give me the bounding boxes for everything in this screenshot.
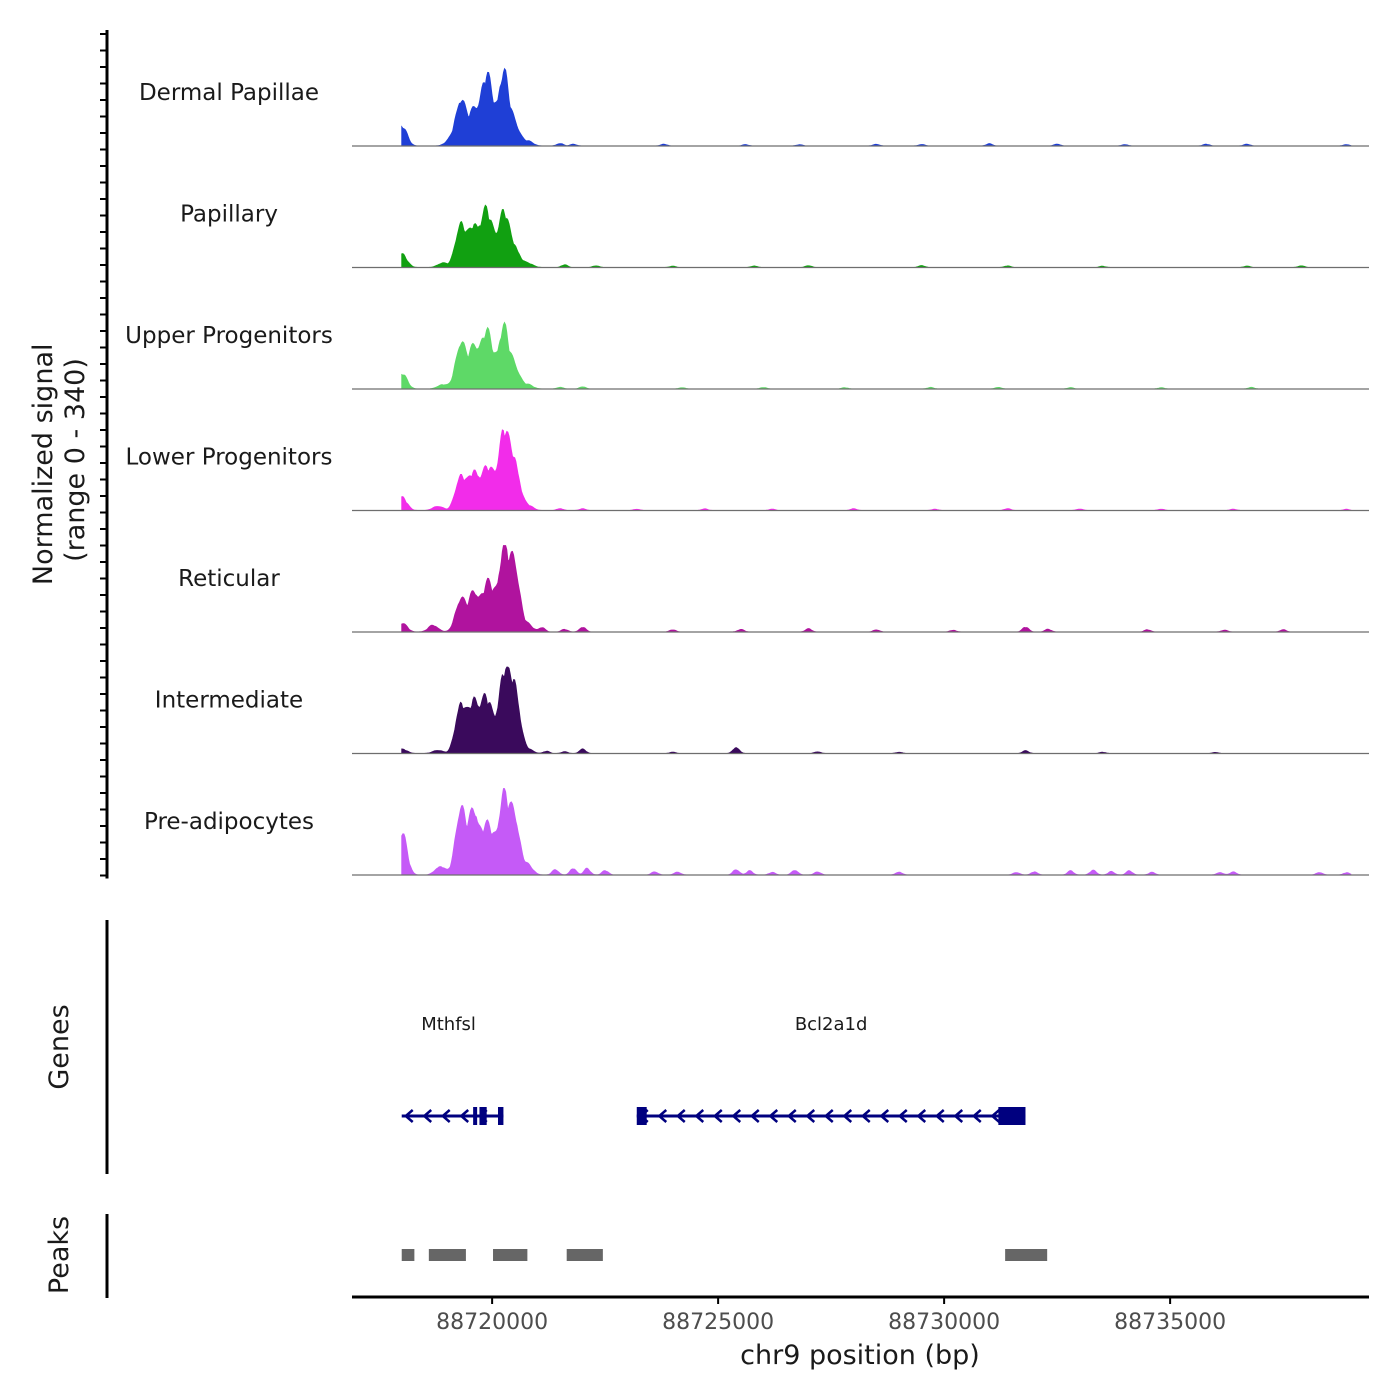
strand-arrow	[805, 1109, 816, 1123]
peak-region	[401, 1249, 415, 1261]
peak-region	[566, 1249, 603, 1261]
track-label: Papillary	[180, 202, 278, 228]
coverage-tracks: Dermal Papillae Papillary Upper Progenitor…	[100, 30, 1369, 879]
strand-arrow	[422, 1109, 433, 1123]
x-axis: 88720000 88725000 88730000 88735000 chr9 po…	[352, 1295, 1369, 1371]
strand-arrow	[971, 1109, 982, 1123]
strand-arrow	[712, 1109, 723, 1123]
strand-arrow	[897, 1109, 908, 1123]
track-label: Upper Progenitors	[125, 323, 333, 349]
gene-exon	[497, 1107, 504, 1125]
coverage-track: Upper Progenitors	[125, 321, 1369, 390]
gene-exon	[473, 1107, 478, 1125]
strand-arrow	[694, 1109, 705, 1123]
strand-arrow	[842, 1109, 853, 1123]
gene-model: Mthfsl	[401, 1014, 504, 1125]
coverage-area	[401, 429, 1352, 511]
coverage-area	[401, 321, 1351, 390]
coverage-track: Reticular	[178, 545, 1369, 633]
track-label: Intermediate	[155, 688, 303, 714]
gene-model: Bcl2a1d	[636, 1014, 1026, 1125]
coverage-track: Dermal Papillae	[139, 67, 1369, 147]
track-label: Reticular	[178, 566, 280, 592]
coverage-track: Pre-adipocytes	[144, 788, 1369, 876]
coverage-area	[401, 67, 1352, 147]
strand-arrow	[403, 1109, 414, 1123]
strand-arrow	[459, 1109, 470, 1123]
coverage-area	[401, 666, 1351, 754]
peak-region	[1005, 1249, 1048, 1261]
gene-exon	[636, 1107, 647, 1125]
peaks-track-label: Peaks	[44, 1216, 75, 1294]
genes-track-label: Genes	[44, 1004, 75, 1089]
track-label: Lower Progenitors	[126, 445, 333, 471]
x-tick-label: 88725000	[662, 1310, 774, 1335]
gene-name: Mthfsl	[421, 1014, 476, 1035]
coverage-area	[401, 204, 1351, 268]
strand-arrow	[990, 1109, 1001, 1123]
strand-arrow	[860, 1109, 871, 1123]
strand-arrow	[440, 1109, 451, 1123]
strand-arrow	[879, 1109, 890, 1123]
y-axis-label-line2: (range 0 - 340)	[60, 358, 91, 562]
y-axis-label-line1: Normalized signal	[28, 344, 59, 586]
peak-region	[493, 1249, 528, 1261]
genes-panel: Genes Mthfsl Bcl2a1d	[44, 920, 1026, 1174]
x-tick-label: 88720000	[436, 1310, 548, 1335]
gene-exon	[479, 1107, 487, 1125]
strand-arrow	[731, 1109, 742, 1123]
strand-arrow	[657, 1109, 668, 1123]
x-tick-label: 88730000	[888, 1310, 1000, 1335]
coverage-area	[401, 545, 1351, 633]
strand-arrow	[934, 1109, 945, 1123]
gene-exon	[998, 1107, 1026, 1125]
x-axis-label: chr9 position (bp)	[740, 1340, 980, 1371]
strand-arrow	[768, 1109, 779, 1123]
strand-arrow	[675, 1109, 686, 1123]
strand-arrow	[953, 1109, 964, 1123]
strand-arrow	[916, 1109, 927, 1123]
strand-arrow	[749, 1109, 760, 1123]
track-label: Pre-adipocytes	[144, 809, 314, 835]
y-axis-label: Normalized signal (range 0 - 340)	[28, 335, 91, 585]
strand-arrow	[786, 1109, 797, 1123]
peak-region	[428, 1249, 466, 1261]
strand-arrow	[823, 1109, 834, 1123]
coverage-track: Lower Progenitors	[126, 429, 1369, 512]
track-label: Dermal Papillae	[139, 80, 319, 106]
x-tick-label: 88735000	[1114, 1310, 1226, 1335]
coverage-area	[401, 788, 1352, 876]
coverage-track: Papillary	[180, 202, 1369, 269]
peaks-panel: Peaks	[44, 1214, 1048, 1298]
coverage-track: Intermediate	[155, 666, 1369, 755]
gene-name: Bcl2a1d	[795, 1014, 868, 1035]
